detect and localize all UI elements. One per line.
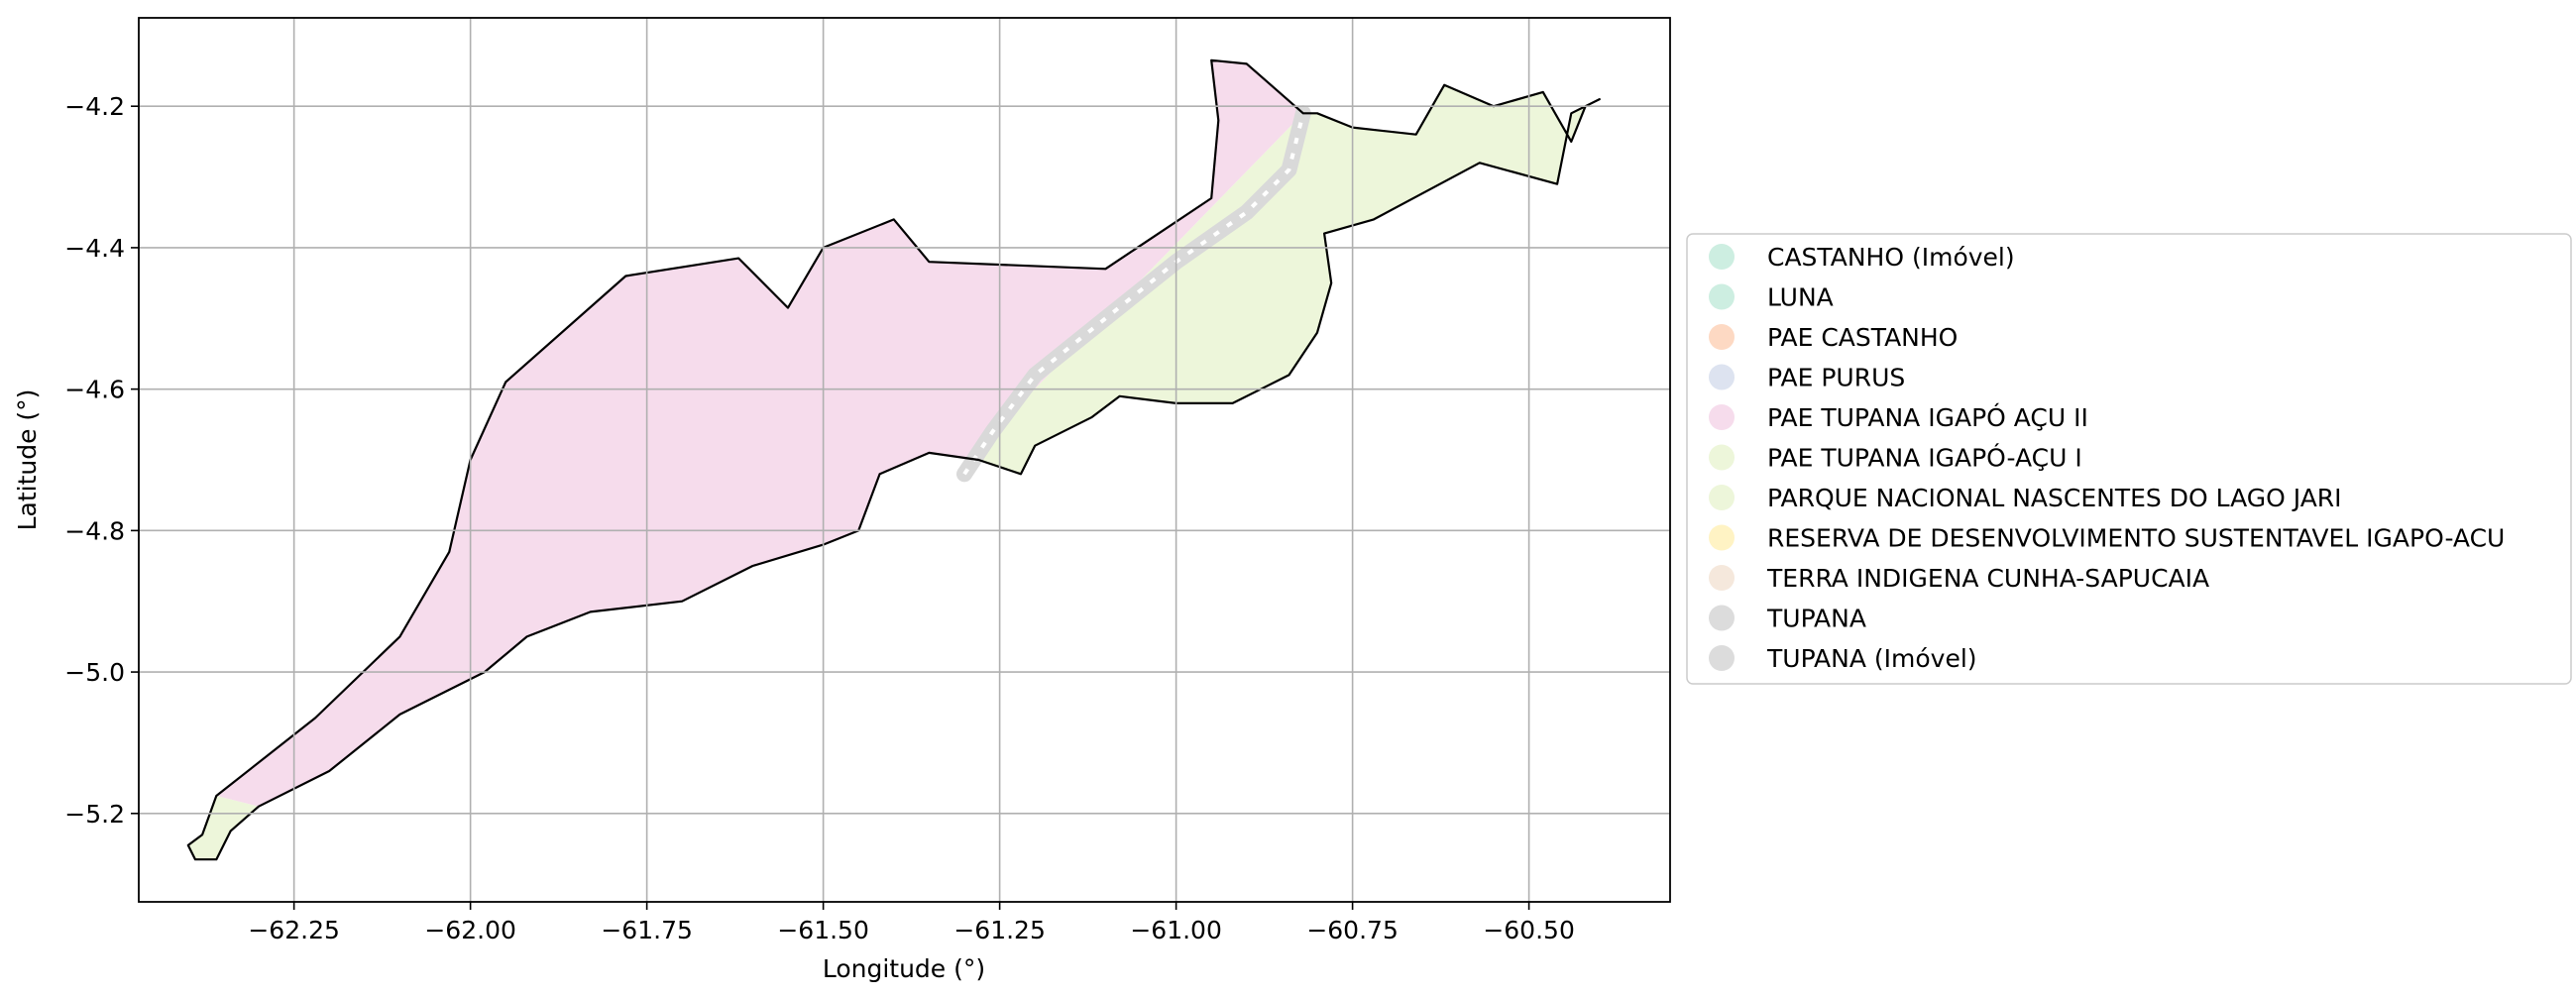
legend-label: TERRA INDIGENA CUNHA-SAPUCAIA [1766,564,2209,593]
x-tick-label: −61.50 [777,916,869,944]
x-tick-label: −60.75 [1306,916,1399,944]
legend-marker [1709,364,1735,390]
legend-label: PAE TUPANA IGAPÓ AÇU II [1767,402,2088,432]
legend-marker [1709,283,1735,310]
legend-entry: PAE TUPANA IGAPÓ AÇU II [1709,402,2088,432]
legend-label: CASTANHO (Imóvel) [1767,243,2015,272]
x-tick-label: −62.00 [424,916,516,944]
legend-marker [1709,404,1735,430]
legend-marker [1709,645,1735,671]
boundary-outline-layer [186,58,1601,861]
legend-entries: CASTANHO (Imóvel) LUNA PAE CASTANHO PAE PUR… [1709,243,2505,673]
y-tick-label: −4.6 [64,376,125,404]
legend-label: PAE CASTANHO [1767,323,1958,352]
legend-entry: LUNA [1709,283,1834,312]
y-tick-label: −5.2 [64,800,125,829]
legend-box [1686,233,2572,685]
legend-label: TUPANA (Imóvel) [1766,644,1977,673]
y-axis-ticks: −4.2 −4.4 −4.6 −4.8 −5.0 −5.2 [64,92,139,829]
legend-entry: PAE TUPANA IGAPÓ-AÇU I [1709,443,2082,473]
legend: CASTANHO (Imóvel) LUNA PAE CASTANHO PAE PUR… [1686,233,2572,685]
legend-entry: TUPANA [1709,605,1866,633]
boundary-outline [186,58,1601,861]
gridlines [139,18,1670,902]
legend-label: PAE PURUS [1767,364,1905,392]
plot-frame [138,17,1671,903]
x-tick-label: −62.25 [248,916,340,944]
legend-label: RESERVA DE DESENVOLVIMENTO SUSTENTAVEL I… [1767,524,2505,553]
legend-label: PARQUE NACIONAL NASCENTES DO LAGO JARI [1767,484,2342,512]
map-regions [187,59,1600,860]
y-axis-label: Latitude (°) [13,389,42,531]
legend-entry: PAE PURUS [1709,364,1905,392]
x-tick-label: −61.25 [953,916,1046,944]
legend-marker [1709,324,1735,350]
x-tick-label: −61.00 [1130,916,1222,944]
legend-label: LUNA [1767,283,1834,312]
y-tick-label: −5.0 [64,658,125,687]
legend-marker [1709,244,1735,270]
x-tick-label: −61.75 [601,916,693,944]
region-parque-nacional-nascentes-do-lago-jari [978,84,1600,475]
y-tick-label: −4.8 [64,516,125,545]
legend-marker [1709,444,1735,471]
legend-label: TUPANA [1766,605,1866,633]
region-pae-tupana-igapo-acu-ii [216,59,1303,807]
x-tick-label: −60.50 [1483,916,1575,944]
legend-marker [1709,485,1735,510]
legend-marker [1709,605,1735,631]
legend-entry: CASTANHO (Imóvel) [1709,243,2015,272]
x-axis-label: Longitude (°) [823,954,985,983]
legend-entry: TUPANA (Imóvel) [1709,644,1977,673]
legend-entry: TERRA INDIGENA CUNHA-SAPUCAIA [1709,564,2209,593]
legend-entry: PARQUE NACIONAL NASCENTES DO LAGO JARI [1709,484,2342,512]
tupana-strip-hatch [962,112,1305,476]
legend-marker [1709,565,1735,591]
y-tick-label: −4.4 [64,234,125,263]
legend-entry: PAE CASTANHO [1709,323,1958,352]
legend-marker [1709,524,1735,551]
y-tick-label: −4.2 [64,92,125,121]
x-axis-ticks: −62.25 −62.00 −61.75 −61.50 −61.25 −61.00 −60.… [248,902,1575,944]
region-pae-tupana-igapo-acu-i [187,796,259,860]
legend-entry: RESERVA DE DESENVOLVIMENTO SUSTENTAVEL I… [1709,524,2505,553]
legend-label: PAE TUPANA IGAPÓ-AÇU I [1767,443,2082,473]
